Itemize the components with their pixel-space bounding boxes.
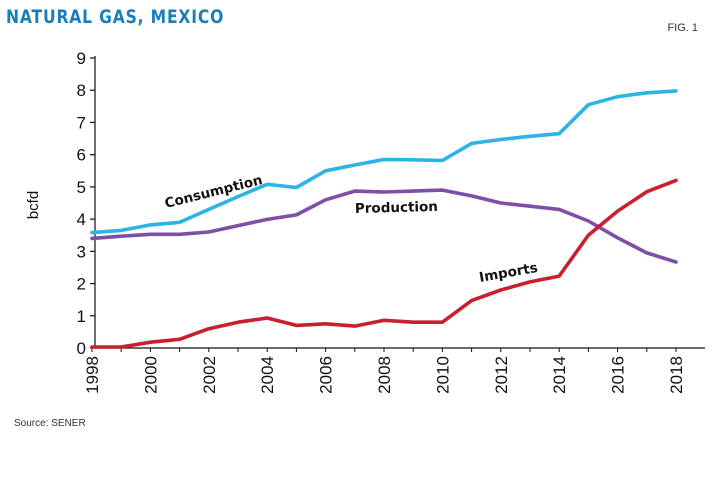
figure-number: FIG. 1: [667, 22, 698, 34]
chart-title: NATURAL GAS, MEXICO: [6, 6, 225, 28]
x-tick-label: 1998: [83, 356, 102, 394]
imports-line: [90, 178, 678, 349]
y-tick-label: 2: [77, 275, 86, 294]
consumption-line: [90, 89, 678, 235]
x-tick-label: 2018: [667, 356, 686, 394]
x-tick-label: 2010: [433, 356, 452, 394]
production-label: Production: [355, 199, 438, 217]
x-tick-label: 2014: [550, 356, 569, 394]
y-axis-label: bcfd: [25, 191, 42, 219]
source-note: Source: SENER: [14, 418, 86, 429]
x-tick-label: 2006: [317, 356, 336, 394]
y-tick-label: 8: [77, 81, 86, 100]
x-tick-label: 2002: [200, 356, 219, 394]
y-tick-label: 6: [77, 146, 86, 165]
y-tick-label: 7: [77, 113, 86, 132]
production-line: [90, 188, 678, 264]
axes: 0 1 2 3 4 5 6 7 8 9 1998 2000 2002 2004 2006 2008 2010 20…: [25, 49, 705, 394]
series-lines: [90, 89, 678, 349]
x-tick-label: 2008: [375, 356, 394, 394]
y-tick-label: 3: [77, 242, 86, 261]
y-tick-label: 9: [77, 49, 86, 68]
x-tick-label: 2012: [492, 356, 511, 394]
y-tick-label: 1: [77, 307, 86, 326]
y-tick-label: 5: [77, 178, 86, 197]
y-tick-label: 0: [77, 339, 86, 358]
y-tick-label: 4: [77, 210, 86, 229]
x-tick-label: 2004: [258, 356, 277, 394]
x-tick-label: 2016: [609, 356, 628, 394]
x-tick-label: 2000: [141, 356, 160, 394]
